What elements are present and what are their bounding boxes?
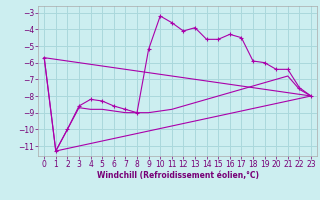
X-axis label: Windchill (Refroidissement éolien,°C): Windchill (Refroidissement éolien,°C) — [97, 171, 259, 180]
